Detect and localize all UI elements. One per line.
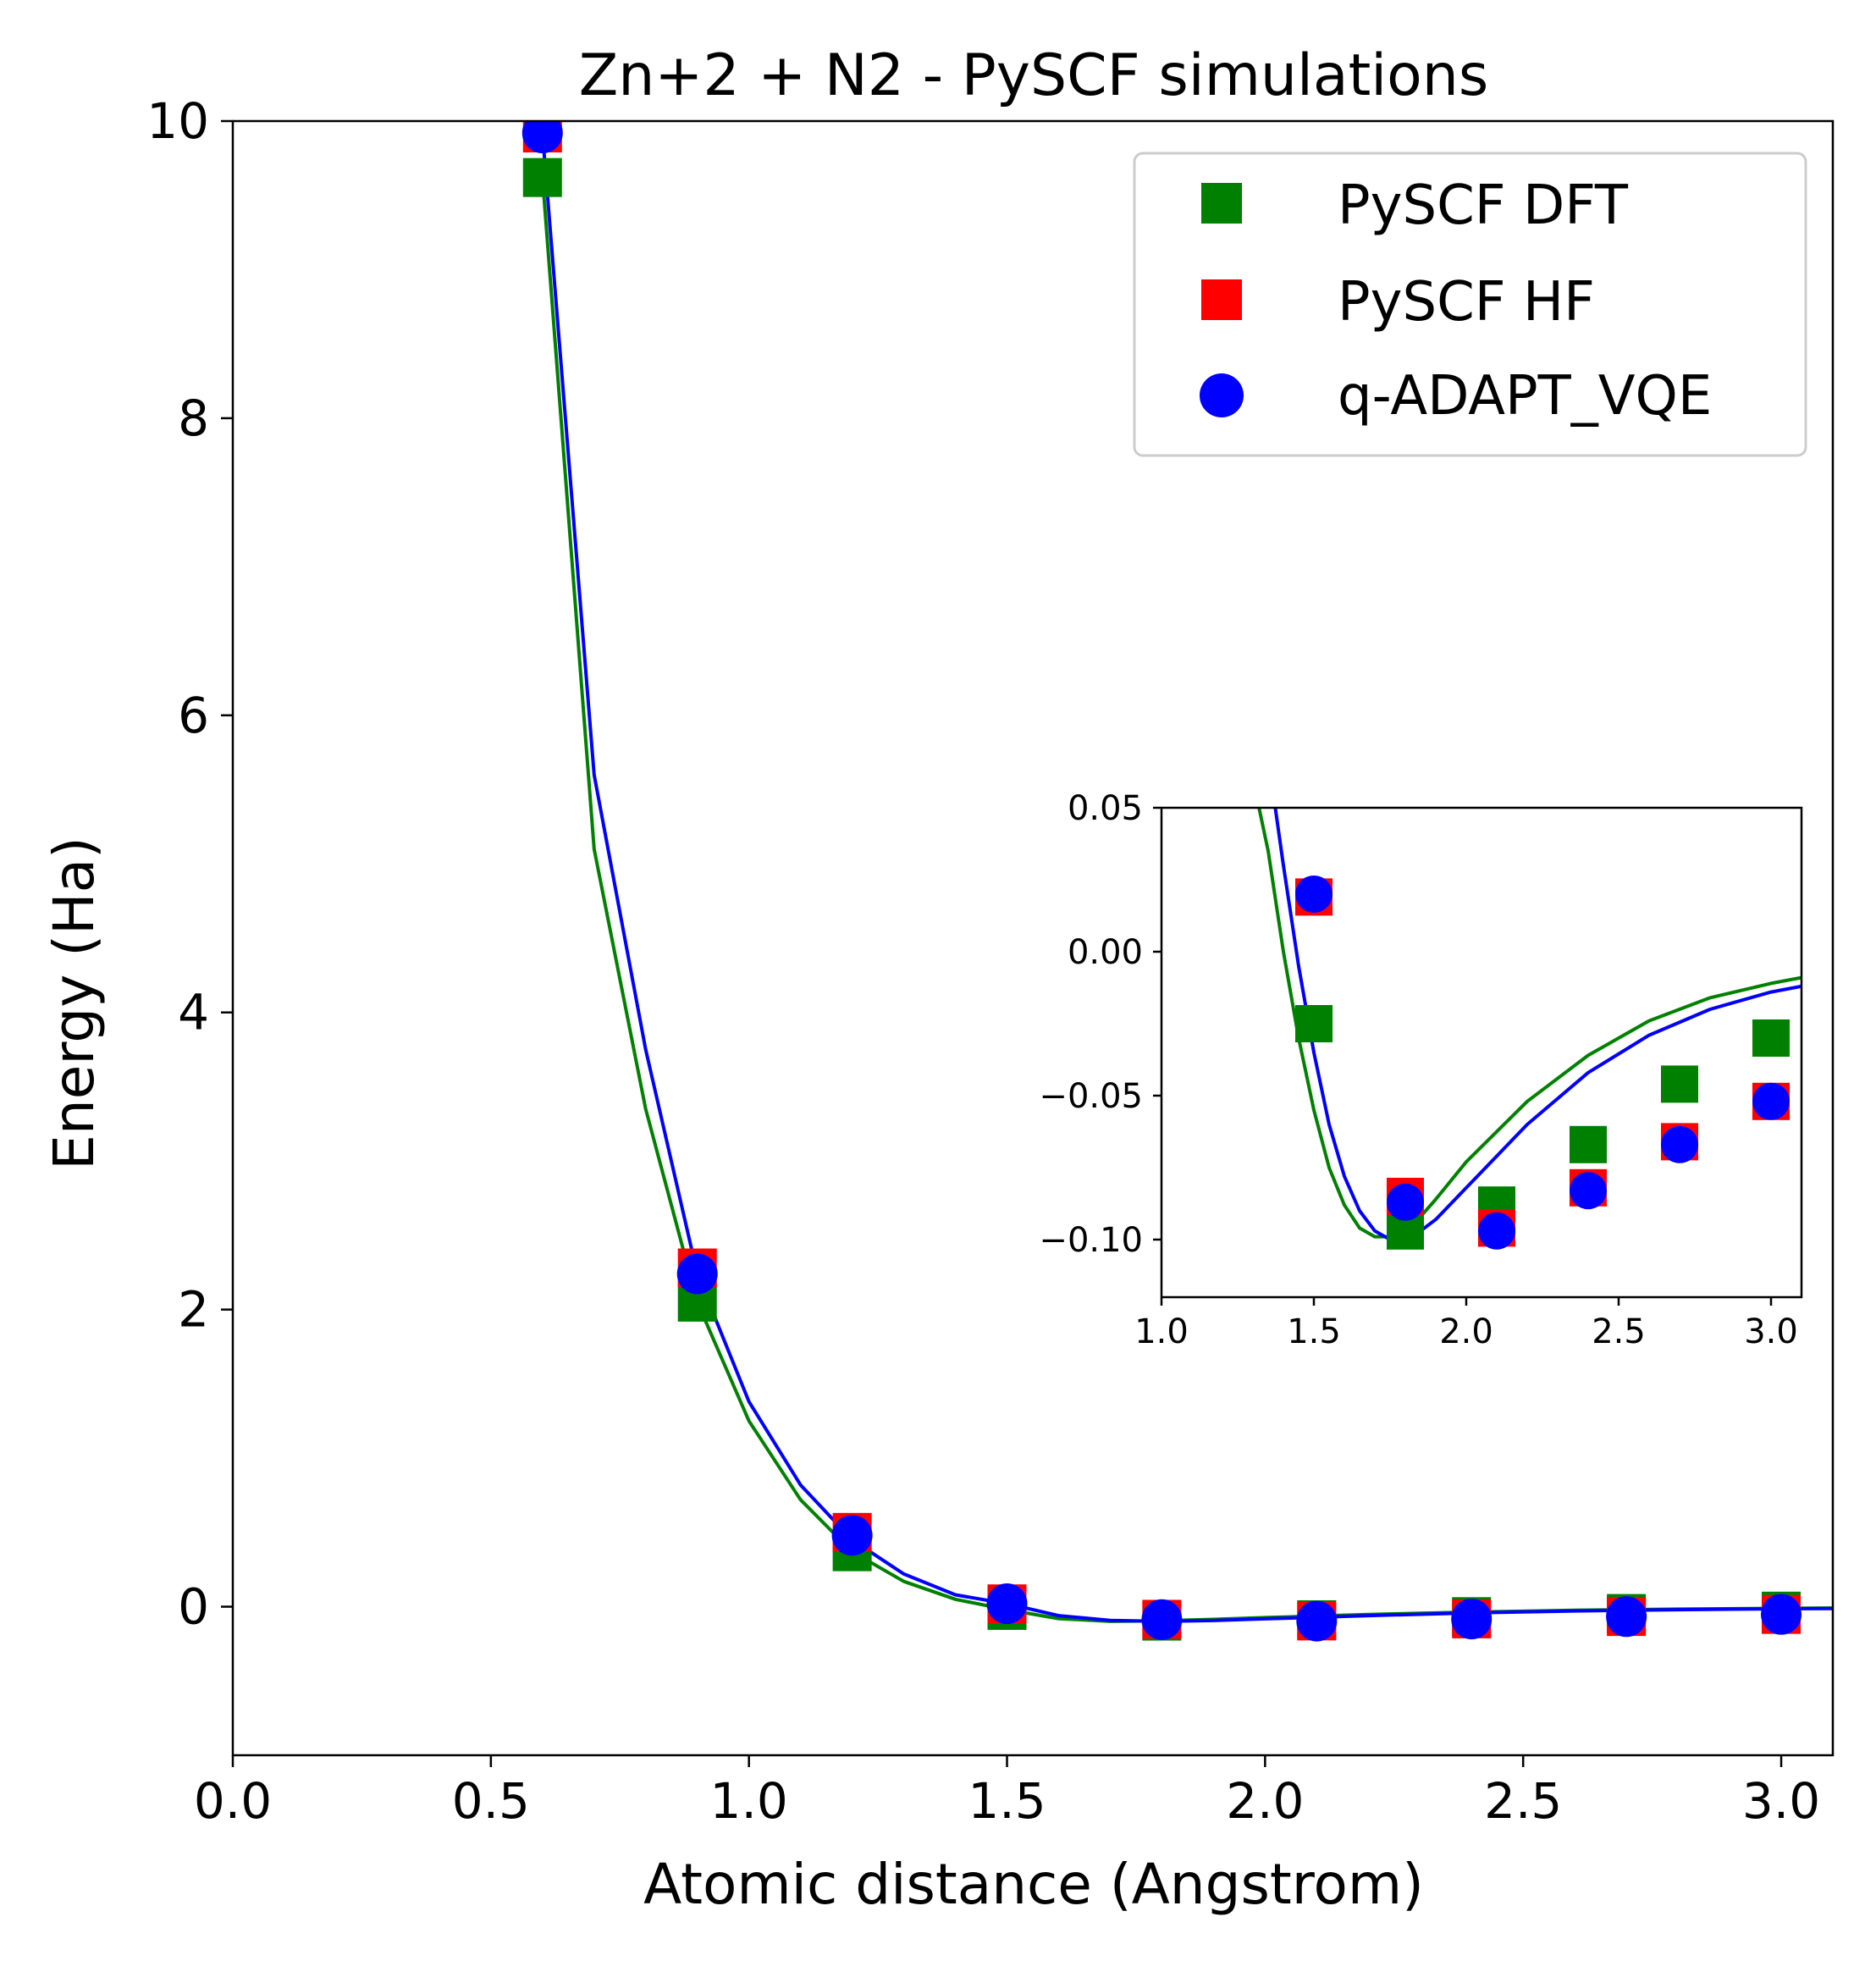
main-y-tick-label: 6 bbox=[178, 687, 209, 744]
main-x-tick-label: 3.0 bbox=[1742, 1772, 1820, 1830]
legend-hf-label: PySCF HF bbox=[1338, 271, 1595, 334]
main-point-q-adapt-vqe bbox=[986, 1583, 1028, 1625]
main-point-pyscf-dft bbox=[522, 157, 562, 197]
x-axis-label: Atomic distance (Angstrom) bbox=[643, 1852, 1424, 1917]
inset-x-tick-label: 2.5 bbox=[1592, 1312, 1646, 1351]
inset-y-tick-label: −0.05 bbox=[1039, 1077, 1143, 1116]
main-frame bbox=[231, 119, 1835, 1757]
legend-hf-marker bbox=[1201, 279, 1242, 320]
legend-vqe-label: q-ADAPT_VQE bbox=[1338, 365, 1712, 428]
inset-x-tick-label: 1.0 bbox=[1134, 1312, 1189, 1351]
main-y-tick-label: 2 bbox=[178, 1281, 209, 1339]
legend-vqe-marker bbox=[1200, 373, 1244, 417]
inset-point-q-adapt-vqe bbox=[1387, 1183, 1424, 1221]
inset-x-tick-label: 3.0 bbox=[1744, 1312, 1798, 1351]
main-point-q-adapt-vqe bbox=[1296, 1600, 1338, 1642]
main-x-tick-label: 2.0 bbox=[1226, 1772, 1304, 1830]
y-axis-label: Energy (Ha) bbox=[41, 837, 107, 1170]
main-point-q-adapt-vqe bbox=[1451, 1599, 1493, 1640]
main-y-tick-label: 4 bbox=[178, 984, 209, 1041]
inset-y-tick-label: 0.05 bbox=[1068, 789, 1143, 828]
inset-point-pyscf-dft bbox=[1752, 1019, 1790, 1057]
main-point-q-adapt-vqe bbox=[831, 1515, 873, 1556]
main-y-tick-label: 0 bbox=[178, 1578, 209, 1636]
main-x-tick-label: 0.5 bbox=[452, 1772, 530, 1830]
main-x-tick-label: 1.5 bbox=[968, 1772, 1046, 1830]
inset-y-tick-label: −0.10 bbox=[1039, 1221, 1143, 1260]
inset-point-q-adapt-vqe bbox=[1295, 876, 1333, 913]
inset-x-tick-label: 1.5 bbox=[1287, 1312, 1341, 1351]
main-point-q-adapt-vqe bbox=[1606, 1596, 1647, 1638]
inset-frame bbox=[1160, 806, 1803, 1299]
legend: PySCF DFT PySCF HF q-ADAPT_VQE bbox=[1133, 152, 1807, 457]
main-point-q-adapt-vqe bbox=[676, 1253, 718, 1295]
main-point-q-adapt-vqe bbox=[1761, 1594, 1802, 1635]
main-point-q-adapt-vqe bbox=[521, 121, 563, 154]
inset-plot-area: 1.0 1.5 2.0 2.5 3.0 0.05 0.00 −0.05 −0.10 bbox=[1039, 789, 1803, 1351]
main-point-q-adapt-vqe bbox=[1141, 1599, 1183, 1640]
inset-point-q-adapt-vqe bbox=[1570, 1172, 1607, 1210]
inset-point-q-adapt-vqe bbox=[1661, 1125, 1698, 1163]
main-data-layer bbox=[521, 121, 1833, 1642]
legend-frame bbox=[1133, 152, 1807, 457]
legend-dft-label: PySCF DFT bbox=[1338, 174, 1629, 237]
inset-x-tick-label: 2.0 bbox=[1439, 1312, 1493, 1351]
legend-dft-marker bbox=[1201, 183, 1242, 224]
main-x-tick-label: 0.0 bbox=[194, 1772, 272, 1830]
inset-y-tick-label: 0.00 bbox=[1068, 933, 1143, 972]
inset-point-pyscf-dft bbox=[1570, 1125, 1607, 1163]
inset-data-layer bbox=[1257, 808, 1802, 1250]
inset-point-q-adapt-vqe bbox=[1752, 1082, 1790, 1120]
main-y-tick-label: 10 bbox=[146, 92, 209, 150]
main-y-tick-label: 8 bbox=[178, 389, 209, 447]
inset-point-pyscf-dft bbox=[1295, 1005, 1333, 1042]
main-x-tick-label: 2.5 bbox=[1484, 1772, 1562, 1830]
main-x-tick-label: 1.0 bbox=[710, 1772, 788, 1830]
chart-title: Zn+2 + N2 - PySCF simulations bbox=[579, 42, 1489, 109]
inset-point-pyscf-dft bbox=[1661, 1065, 1698, 1103]
inset-point-q-adapt-vqe bbox=[1478, 1212, 1515, 1250]
